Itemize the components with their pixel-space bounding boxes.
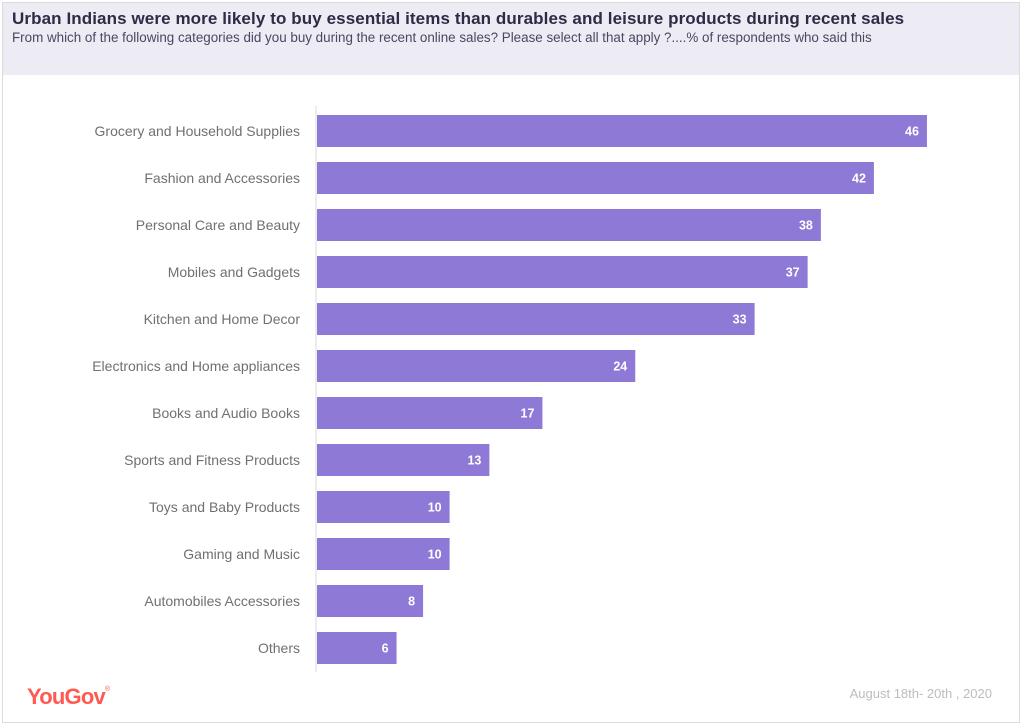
category-label: Kitchen and Home Decor [144, 311, 301, 327]
category-label: Books and Audio Books [152, 405, 300, 421]
bar-kitchen-and-home-decor [317, 303, 755, 335]
value-label: 10 [428, 501, 442, 515]
value-label: 13 [467, 454, 481, 468]
bar-gaming-and-music [317, 538, 450, 570]
bar-others [317, 632, 397, 664]
logo-text: YouGov [27, 684, 106, 709]
yougov-logo: YouGov® [27, 684, 110, 710]
value-label: 46 [905, 125, 919, 139]
category-label: Grocery and Household Supplies [95, 123, 300, 139]
category-label: Fashion and Accessories [144, 170, 300, 186]
chart-header: Urban Indians were more likely to buy es… [3, 3, 1019, 75]
bar-sports-and-fitness-products [317, 444, 490, 476]
category-label: Automobiles Accessories [144, 593, 300, 609]
bar-personal-care-and-beauty [317, 209, 821, 241]
bars-group: Grocery and Household Supplies 46 Fashion … [92, 115, 927, 664]
bar-automobiles-accessories [317, 585, 424, 617]
value-label: 33 [733, 313, 747, 327]
value-label: 17 [521, 407, 535, 421]
value-label: 42 [852, 172, 866, 186]
bar-fashion-and-accessories [317, 162, 874, 194]
category-label: Personal Care and Beauty [136, 217, 300, 233]
bar-electronics-and-home-appliances [317, 350, 636, 382]
survey-date: August 18th- 20th , 2020 [849, 686, 992, 701]
value-label: 24 [613, 360, 627, 374]
registered-mark: ® [104, 686, 111, 693]
value-label: 10 [428, 548, 442, 562]
bar-toys-and-baby-products [317, 491, 450, 523]
value-label: 38 [799, 219, 813, 233]
chart-title: Urban Indians were more likely to buy es… [12, 9, 905, 28]
category-label: Electronics and Home appliances [92, 358, 300, 374]
value-label: 6 [382, 642, 389, 656]
category-label: Gaming and Music [183, 546, 300, 562]
value-label: 8 [408, 595, 415, 609]
category-label: Toys and Baby Products [149, 499, 300, 515]
value-label: 37 [786, 266, 800, 280]
bar-grocery-and-household-supplies [317, 115, 927, 147]
category-label: Sports and Fitness Products [124, 452, 300, 468]
bar-books-and-audio-books [317, 397, 543, 429]
category-label: Mobiles and Gadgets [168, 264, 300, 280]
category-label: Others [258, 640, 300, 656]
chart-subtitle: From which of the following categories d… [12, 30, 872, 45]
bar-mobiles-and-gadgets [317, 256, 808, 288]
